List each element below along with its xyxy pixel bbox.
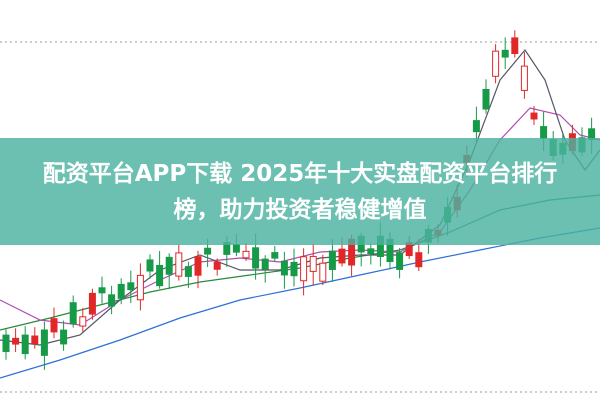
candle-body [31, 335, 39, 344]
candle-body [2, 334, 10, 352]
candle-body [309, 255, 317, 272]
candle-body [117, 283, 125, 299]
candle-body [146, 259, 154, 272]
candle-body [415, 252, 423, 268]
candle-body [290, 261, 298, 277]
candle-body [492, 50, 500, 77]
candle-body [175, 252, 183, 277]
candle-body [60, 329, 68, 345]
candle-body [261, 258, 269, 270]
candle-body [300, 256, 308, 282]
candle-body [156, 264, 164, 287]
candle-body [88, 292, 96, 315]
candle-body [511, 37, 519, 54]
candle-body [127, 282, 135, 291]
candle-body [319, 262, 327, 282]
candle-body [242, 250, 250, 259]
candle-body [252, 247, 260, 269]
candle-body [482, 88, 490, 110]
candle-body [271, 252, 279, 259]
candle-body [204, 247, 212, 255]
moving-average-line [0, 48, 600, 346]
candle-body [98, 287, 106, 294]
candle-body [501, 49, 509, 58]
candle-body [69, 302, 77, 325]
candle-body [21, 334, 29, 355]
candle-body [232, 244, 240, 253]
candle-body [213, 261, 221, 270]
candle-body [472, 120, 480, 133]
candle-body [40, 329, 48, 356]
candle-body [108, 294, 116, 307]
candle-body [79, 316, 87, 327]
candle-body [367, 248, 375, 255]
candle-body [12, 337, 20, 345]
title-banner: 配资平台APP下载 2025年十大实盘配资平台排行榜，助力投资者稳健增值 [0, 138, 600, 245]
candle-body [280, 260, 288, 276]
banner-title: 配资平台APP下载 2025年十大实盘配资平台排行榜，助力投资者稳健增值 [42, 160, 558, 223]
candle-body [540, 126, 548, 139]
candle-body [396, 252, 404, 270]
candle-body [328, 250, 336, 270]
candle-body [50, 318, 58, 333]
candle-body [520, 65, 528, 91]
moving-average-line [0, 227, 600, 379]
candle-body [194, 256, 202, 276]
candle-body [530, 112, 538, 120]
candle-body [136, 274, 144, 301]
candle-body [338, 248, 346, 264]
candle-body [184, 266, 192, 277]
candle-body [165, 256, 173, 275]
